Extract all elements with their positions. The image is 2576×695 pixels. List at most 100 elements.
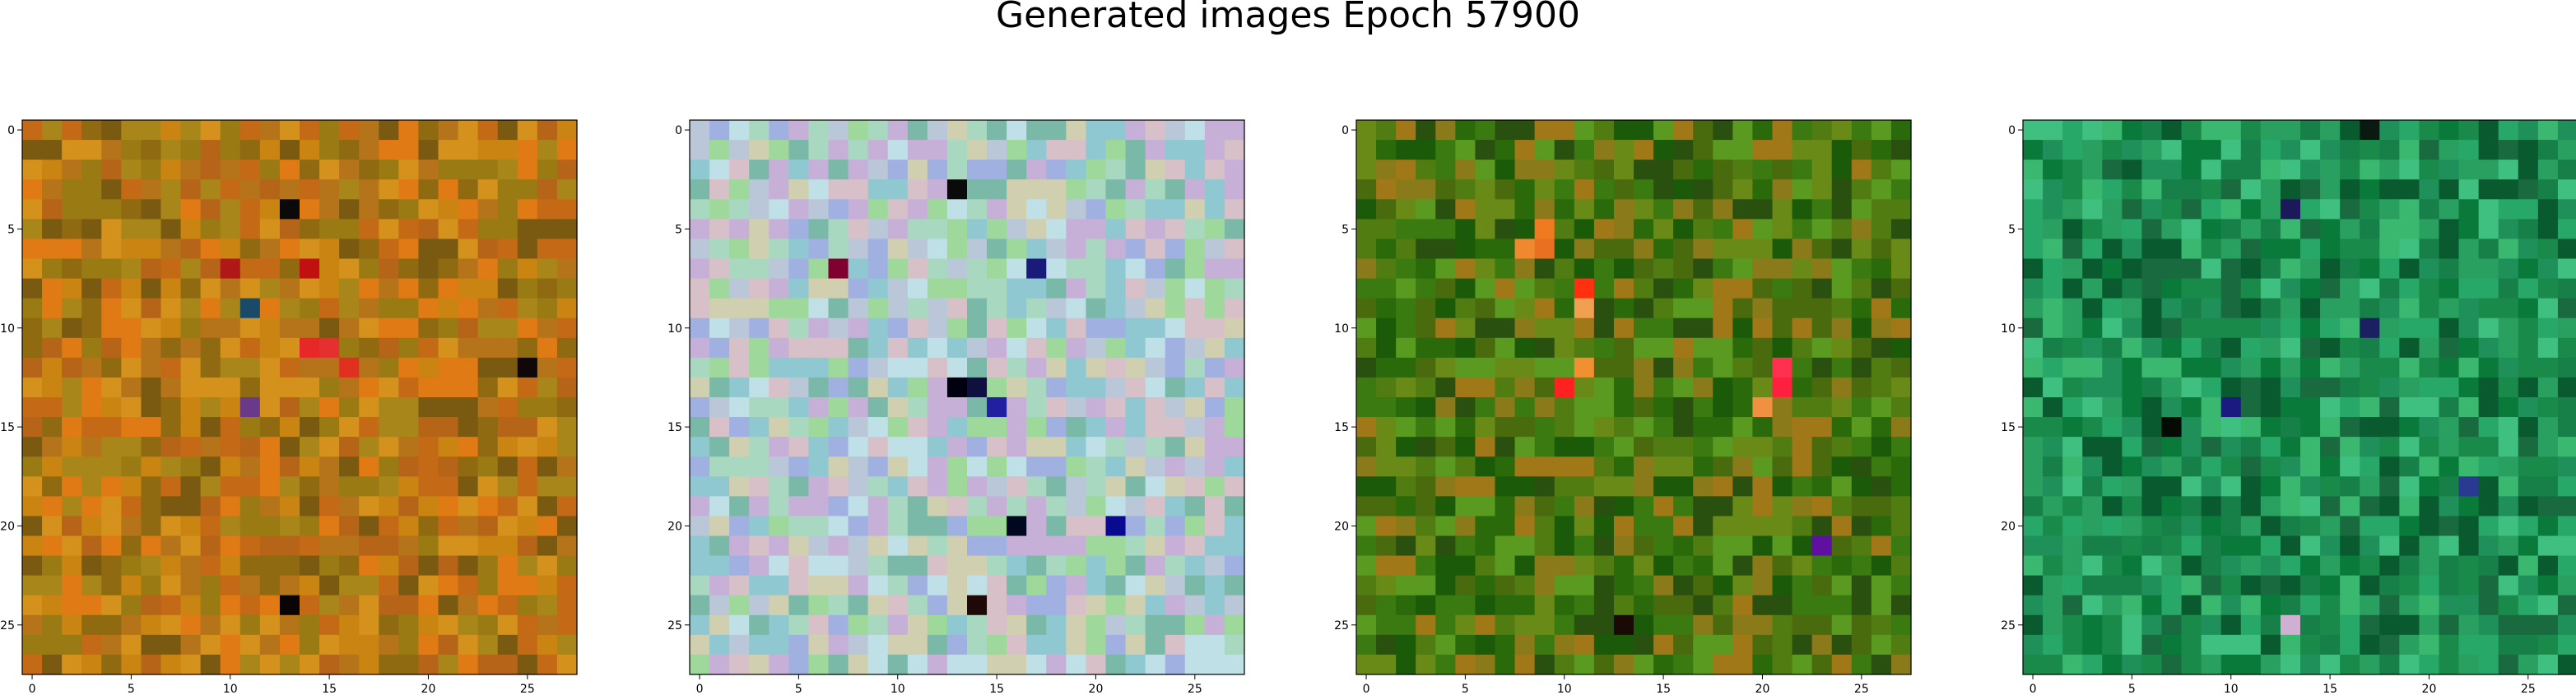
pixel-cell (2458, 120, 2480, 141)
pixel-cell (2240, 317, 2262, 339)
pixel-cell (1732, 575, 1754, 596)
pixel-cell (1792, 120, 1813, 141)
pixel-cell (749, 258, 770, 280)
pixel-cell (2102, 120, 2123, 141)
pixel-cell (180, 357, 202, 378)
pixel-cell (1224, 614, 1245, 636)
pixel-cell (1204, 120, 1225, 141)
pixel-cell (1713, 614, 1733, 636)
pixel-cell (1204, 179, 1225, 200)
pixel-cell (1086, 219, 1107, 240)
pixel-cell (1593, 140, 1615, 160)
pixel-cell (1475, 555, 1496, 577)
pixel-cell (1693, 179, 1713, 200)
pixel-cell (2201, 140, 2222, 160)
pixel-cell (1811, 496, 1833, 517)
pixel-cell (808, 496, 830, 517)
pixel-cell (1673, 199, 1694, 220)
pixel-cell (1634, 298, 1654, 319)
pixel-cell (788, 575, 810, 596)
pixel-cell (2360, 239, 2380, 260)
pixel-cell (2141, 437, 2163, 457)
pixel-cell (537, 555, 558, 577)
pixel-cell (1514, 614, 1536, 636)
pixel-cell (1145, 417, 1166, 438)
pixel-cell (2518, 258, 2539, 280)
pixel-cell (2102, 614, 2123, 636)
pixel-cell (1026, 317, 1047, 339)
pixel-cell (1396, 575, 1416, 596)
pixel-cell (1732, 219, 1754, 240)
pixel-cell (1416, 239, 1436, 260)
pixel-cell (848, 614, 869, 636)
pixel-cell (1475, 239, 1496, 260)
pixel-cell (300, 555, 320, 577)
pixel-cell (1713, 278, 1733, 299)
pixel-cell (1890, 357, 1912, 378)
pixel-cell (2300, 535, 2321, 557)
pixel-cell (2181, 140, 2202, 160)
pixel-cell (2439, 634, 2460, 656)
pixel-cell (848, 595, 869, 616)
pixel-cell (239, 397, 261, 418)
pixel-cell (438, 476, 459, 497)
pixel-cell (946, 199, 968, 220)
pixel-cell (537, 239, 558, 260)
pixel-cell (81, 496, 102, 517)
pixel-cell (848, 199, 869, 220)
pixel-cell (2537, 160, 2559, 180)
pixel-cell (1554, 476, 1575, 497)
pixel-cell (319, 575, 340, 596)
pixel-cell (2260, 654, 2281, 675)
pixel-cell (887, 120, 909, 141)
pixel-cell (200, 160, 221, 180)
pixel-cell (1046, 160, 1067, 180)
pixel-cell (359, 357, 379, 378)
pixel-cell (1653, 555, 1674, 577)
pixel-cell (517, 417, 538, 438)
pixel-cell (458, 199, 479, 220)
pixel-cell (1792, 437, 1813, 457)
pixel-cell (1593, 496, 1615, 517)
pixel-cell (141, 179, 162, 200)
pixel-cell (121, 357, 142, 378)
pixel-cell (2141, 496, 2163, 517)
pixel-cell (2379, 239, 2400, 260)
pixel-cell (81, 535, 102, 557)
pixel-cell (2043, 476, 2063, 497)
pixel-cell (848, 437, 869, 457)
pixel-cell (22, 377, 43, 398)
pixel-cell (1165, 614, 1186, 636)
pixel-cell (141, 555, 162, 577)
pixel-cell (749, 337, 770, 359)
pixel-cell (1613, 614, 1634, 636)
pixel-cell (1811, 476, 1833, 497)
pixel-cell (537, 634, 558, 656)
pixel-cell (2518, 575, 2539, 596)
pixel-cell (2518, 555, 2539, 577)
pixel-cell (1811, 337, 1833, 359)
pixel-cell (907, 337, 928, 359)
pixel-cell (2240, 417, 2262, 438)
pixel-cell (22, 614, 43, 636)
pixel-cell (279, 219, 300, 240)
pixel-cell (848, 456, 869, 477)
pixel-cell (2181, 219, 2202, 240)
pixel-cell (828, 337, 849, 359)
pixel-cell (907, 140, 928, 160)
pixel-cell (160, 437, 182, 457)
y-tick-label: 10 (667, 322, 682, 336)
pixel-cell (2102, 278, 2123, 299)
pixel-cell (2161, 357, 2183, 378)
pixel-cell (2082, 555, 2103, 577)
pixel-cell (1416, 496, 1436, 517)
pixel-cell (1871, 160, 1892, 180)
pixel-cell (300, 614, 320, 636)
pixel-cell (1455, 595, 1476, 616)
pixel-cell (141, 120, 162, 141)
pixel-cell (788, 476, 810, 497)
pixel-cell (2280, 337, 2301, 359)
pixel-cell (497, 219, 518, 240)
pixel-cell (279, 179, 300, 200)
pixel-cell (537, 417, 558, 438)
